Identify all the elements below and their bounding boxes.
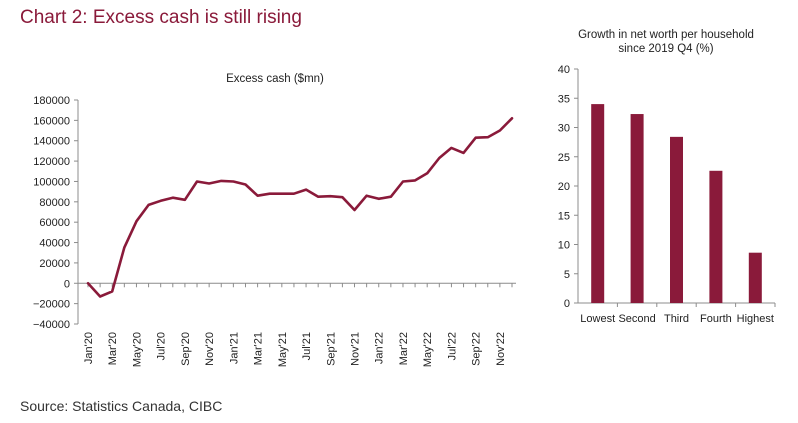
line-x-tick-label: Jan'22 [374, 332, 386, 364]
line-y-tick-label: 0 [64, 278, 70, 290]
line-y-tick-label: −20000 [33, 299, 70, 311]
line-x-tick-label: May'20 [131, 332, 143, 367]
bar-y-tick-label: 15 [558, 210, 570, 222]
bar-y-tick-label: 20 [558, 181, 570, 193]
line-y-tick-label: 80000 [39, 197, 70, 209]
source-note: Source: Statistics Canada, CIBC [20, 398, 223, 414]
line-y-tick-label: 100000 [33, 176, 70, 188]
excess-cash-series-line [86, 117, 514, 298]
line-x-tick-label: Sep'21 [325, 332, 337, 366]
line-x-tick-label: Nov'22 [495, 332, 507, 366]
line-y-tick-label: 40000 [39, 238, 70, 250]
line-x-tick-label: Jan'21 [228, 332, 240, 364]
line-x-tick-label: Mar'21 [253, 332, 265, 365]
line-x-tick-label: Mar'22 [398, 332, 410, 365]
line-x-tick-label: May'22 [422, 332, 434, 367]
bar-y-tick-label: 30 [558, 123, 570, 135]
bar-category-label: Lowest [580, 313, 615, 325]
bar-y-tick-label: 25 [558, 152, 570, 164]
bar-chart-subtitle: since 2019 Q4 (%) [618, 43, 713, 55]
line-chart-title: Excess cash ($mn) [226, 73, 324, 85]
bar-fourth [709, 170, 723, 303]
line-y-tick-label: 140000 [33, 136, 70, 148]
bar-second [630, 114, 644, 303]
bar-y-tick-label: 35 [558, 93, 570, 105]
bar-category-label: Highest [737, 313, 774, 325]
bar-y-tick-label: 10 [558, 240, 570, 252]
bar-lowest [591, 104, 605, 303]
line-x-tick-label: Nov'20 [204, 332, 216, 366]
line-x-tick-label: Jul'22 [446, 332, 458, 360]
bar-category-label: Third [664, 313, 689, 325]
line-y-tick-label: 60000 [39, 217, 70, 229]
bar-category-label: Second [618, 313, 655, 325]
line-x-tick-label: Nov'21 [350, 332, 362, 366]
bar-chart-title: Growth in net worth per household [578, 29, 754, 41]
bar-y-tick-label: 5 [564, 269, 570, 281]
line-x-tick-label: May'21 [277, 332, 289, 367]
bar-highest [748, 252, 762, 303]
line-y-tick-label: −40000 [33, 319, 70, 331]
bar-category-label: Fourth [700, 313, 732, 325]
line-x-tick-label: Jul'21 [301, 332, 313, 360]
line-x-tick-label: Jul'20 [156, 332, 168, 360]
line-x-tick-label: Sep'20 [180, 332, 192, 366]
line-x-tick-label: Sep'22 [471, 332, 483, 366]
line-y-tick-label: 20000 [39, 258, 70, 270]
line-x-tick-label: Mar'20 [107, 332, 119, 365]
line-y-tick-label: 160000 [33, 115, 70, 127]
bar-y-tick-label: 40 [558, 64, 570, 76]
line-y-tick-label: 180000 [33, 95, 70, 107]
line-x-tick-label: Jan'20 [83, 332, 95, 364]
bar-y-tick-label: 0 [564, 298, 570, 310]
line-y-tick-label: 120000 [33, 156, 70, 168]
chart-heading: Chart 2: Excess cash is still rising [20, 7, 302, 28]
bar-third [670, 136, 683, 303]
